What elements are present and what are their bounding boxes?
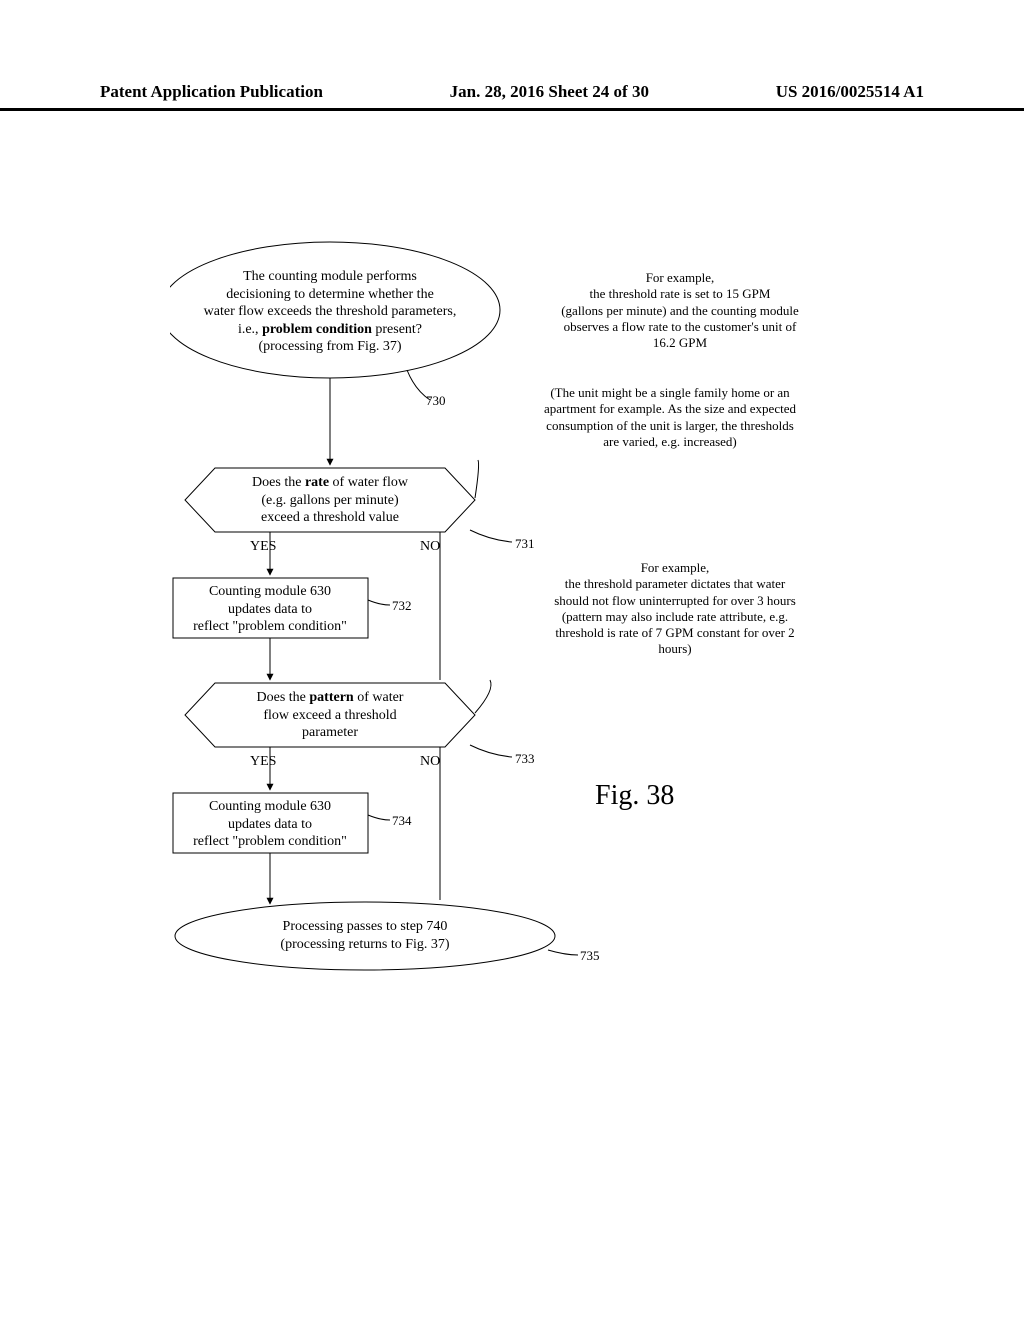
node-735-text: Processing passes to step 740 (processin…: [225, 918, 505, 953]
ref-731: 731: [515, 536, 535, 552]
page: Patent Application Publication Jan. 28, …: [0, 0, 1024, 1320]
node-733-text: Does the pattern of water flow exceed a …: [210, 689, 450, 742]
ref-732: 732: [392, 598, 412, 614]
ref-733: 733: [515, 751, 535, 767]
node-734-text: Counting module 630 updates data to refl…: [175, 798, 365, 851]
header-center: Jan. 28, 2016 Sheet 24 of 30: [450, 82, 649, 102]
flowchart: The counting module performs decisioning…: [170, 240, 890, 1140]
node-732-text: Counting module 630 updates data to refl…: [175, 583, 365, 636]
node-730-text: The counting module performs decisioning…: [180, 268, 480, 356]
node-733-yes: YES: [250, 753, 276, 771]
annotation-1: For example, the threshold rate is set t…: [520, 270, 840, 351]
node-731-no: NO: [420, 538, 440, 556]
node-731-text: Does the rate of water flow (e.g. gallon…: [210, 474, 450, 527]
node-731-yes: YES: [250, 538, 276, 556]
annotation-3: For example, the threshold parameter dic…: [510, 560, 840, 658]
ref-731-leader: [470, 530, 512, 542]
node-733-no: NO: [420, 753, 440, 771]
annotation-3-leader: [475, 680, 491, 713]
figure-label: Fig. 38: [595, 780, 674, 812]
header-left: Patent Application Publication: [100, 82, 323, 102]
ref-734-leader: [368, 815, 390, 820]
ref-735-leader: [548, 950, 578, 955]
ref-733-leader: [470, 745, 512, 757]
annotation-1-leader: [475, 460, 479, 498]
ref-730: 730: [426, 393, 446, 409]
annotation-2: (The unit might be a single family home …: [500, 385, 840, 450]
ref-734: 734: [392, 813, 412, 829]
ref-735: 735: [580, 948, 600, 964]
header-right: US 2016/0025514 A1: [776, 82, 924, 102]
page-header: Patent Application Publication Jan. 28, …: [0, 82, 1024, 111]
ref-732-leader: [368, 600, 390, 605]
